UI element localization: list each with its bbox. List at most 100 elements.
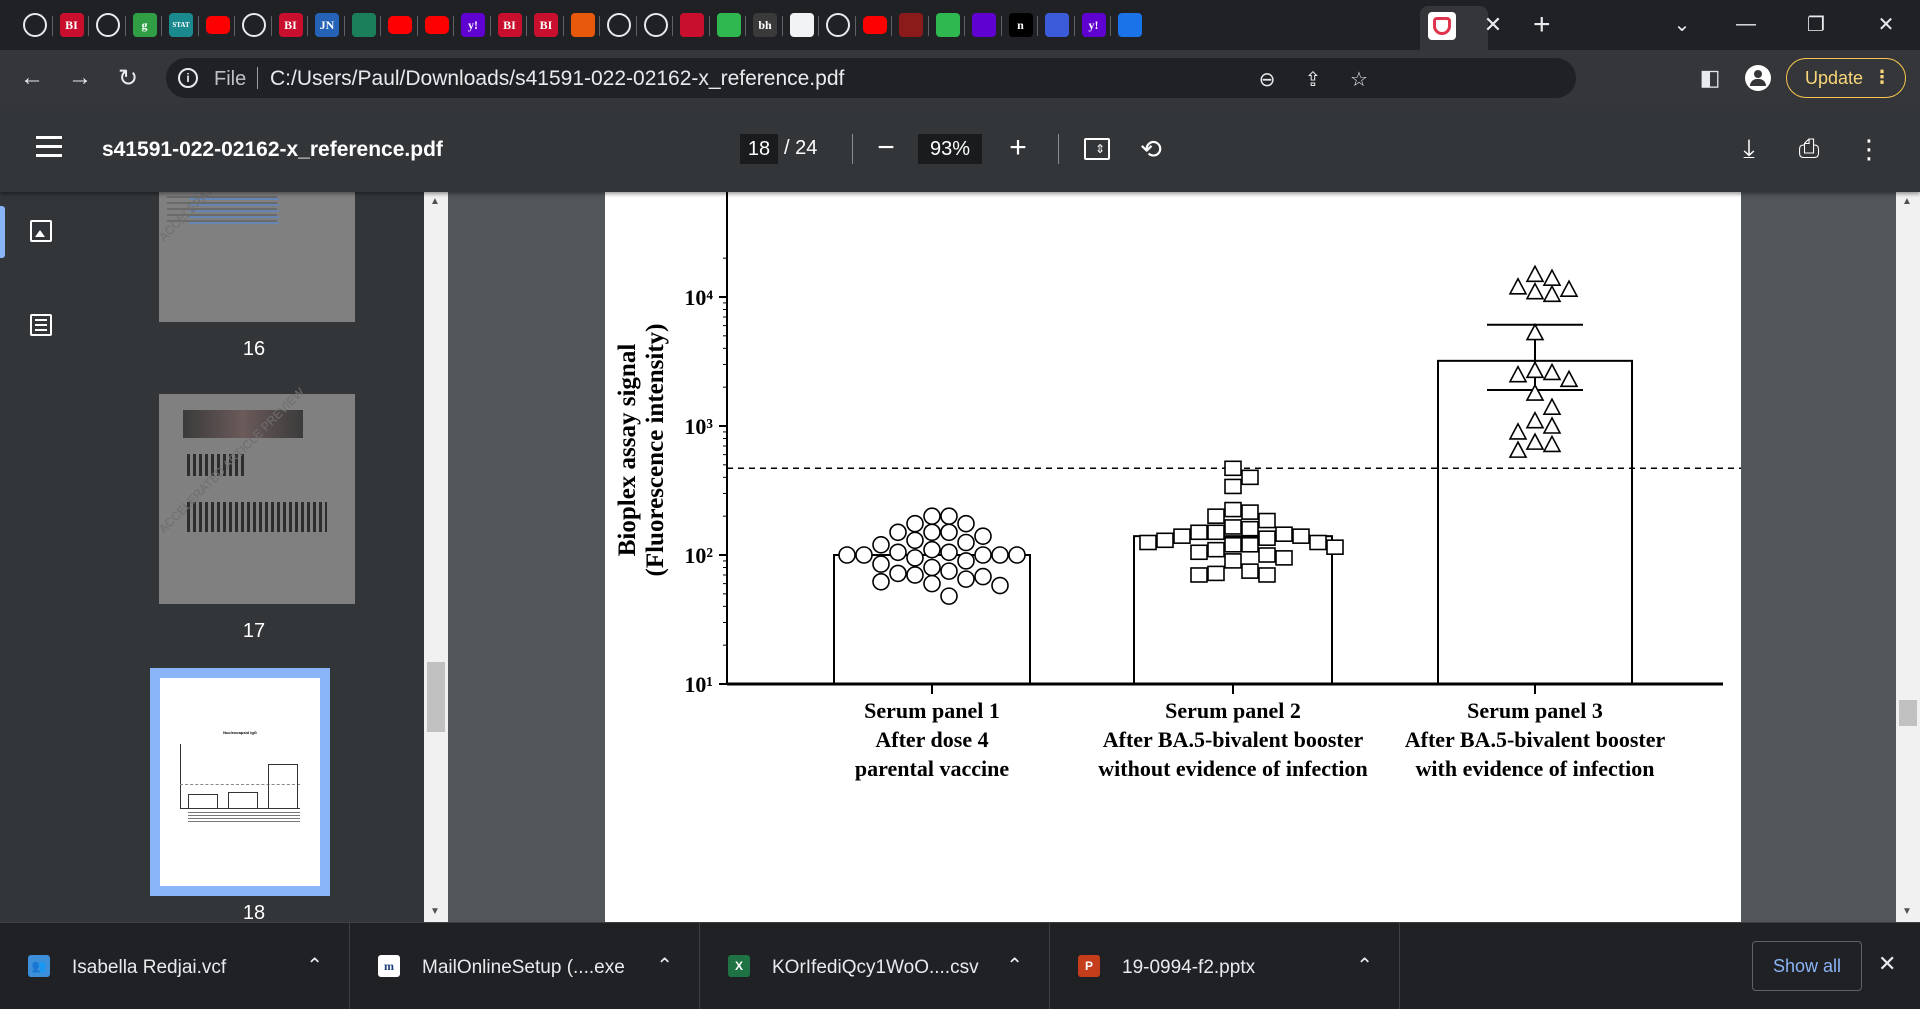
data-point [1542,397,1562,415]
thumbnail-page-18-content: Nucleocapsid IgG [160,678,320,886]
browser-tab[interactable] [637,8,675,42]
forward-icon[interactable]: → [68,64,92,91]
y-tick-label: 10² [684,543,713,568]
thumbnails-icon[interactable] [26,216,56,246]
zoom-in-button[interactable]: + [1009,131,1027,164]
browser-tab[interactable] [929,8,967,42]
share-icon[interactable]: ⇪ [1304,68,1322,91]
zoom-out-icon[interactable]: ⊖ [1258,68,1276,91]
browser-tab[interactable] [892,8,930,42]
tab-search-icon[interactable]: ⌄ [1673,13,1691,36]
chevron-up-icon[interactable]: ⌃ [1006,955,1023,977]
page-number-input[interactable]: 18 [740,134,778,164]
browser-tab[interactable]: BI [491,8,529,42]
browser-tab[interactable] [345,8,383,42]
back-icon[interactable]: ← [20,64,44,91]
browser-tab[interactable] [710,8,748,42]
browser-tab[interactable] [199,8,237,42]
reload-icon[interactable]: ↻ [117,64,139,92]
browser-tab[interactable] [965,8,1003,42]
address-bar[interactable]: i File C:/Users/Paul/Downloads/s41591-02… [166,58,1576,98]
chevron-up-icon[interactable]: ⌃ [306,955,323,977]
outline-icon[interactable] [26,310,56,340]
more-options-icon[interactable]: ⋮ [1856,133,1882,164]
browser-tab[interactable] [89,8,127,42]
menu-dots-icon: ⋮ [1873,67,1891,87]
data-point [923,574,941,593]
bookmark-star-icon[interactable]: ☆ [1350,68,1368,91]
thumbnail-axis [180,808,300,809]
browser-tab[interactable]: y! [454,8,492,42]
url-text[interactable]: C:/Users/Paul/Downloads/s41591-022-02162… [270,67,845,90]
browser-tab[interactable] [856,8,894,42]
browser-tab[interactable]: g [126,8,164,42]
download-item[interactable]: m MailOnlineSetup (....exe ⌃ [350,923,700,1009]
restore-icon[interactable]: ❐ [1807,13,1825,36]
close-tab-icon[interactable]: ✕ [1483,12,1503,37]
new-tab-icon[interactable]: + [1533,8,1551,41]
chevron-up-icon[interactable]: ⌃ [1356,955,1373,977]
thumbnail-page-18[interactable]: Nucleocapsid IgG [150,668,330,896]
browser-tab[interactable]: BI [53,8,91,42]
update-button[interactable]: Update ⋮ [1786,58,1906,98]
document-viewer[interactable]: 10¹ 10² 10³ 10⁴ Bioplex assay signal (Fluores… [448,192,1896,922]
download-name: Isabella Redjai.vcf [72,957,227,978]
data-point [991,546,1009,564]
zoom-out-button[interactable]: − [877,131,895,164]
thumbnail-page-17[interactable]: ACCELERATED ARTICLE PREVIEW [156,385,355,604]
scroll-down-icon[interactable]: ▼ [1902,906,1912,917]
thumbnail-scrollbar[interactable]: ▲ ▼ [424,192,448,922]
scroll-down-icon[interactable]: ▼ [430,906,440,917]
download-item[interactable]: P 19-0994-f2.pptx ⌃ [1050,923,1400,1009]
tab-separator [380,16,381,36]
active-tab[interactable] [1420,6,1488,50]
download-item[interactable]: X KOrIfediQcy1WoO....csv ⌃ [700,923,1050,1009]
minimize-icon[interactable]: — [1736,12,1756,35]
scroll-up-icon[interactable]: ▲ [430,196,440,207]
browser-tab[interactable] [418,8,456,42]
rotate-icon[interactable]: ⟲ [1140,133,1162,164]
browser-tab[interactable] [673,8,711,42]
browser-tab[interactable] [564,8,602,42]
print-icon[interactable]: ⎙ [1798,133,1820,163]
browser-tab[interactable]: BI [527,8,565,42]
menu-icon[interactable] [36,136,62,158]
browser-tab[interactable]: JN [308,8,346,42]
scrollbar-thumb[interactable] [427,662,445,732]
data-point [872,572,890,591]
data-point [974,546,992,564]
show-all-button[interactable]: Show all [1752,941,1862,991]
download-item[interactable]: 👥 Isabella Redjai.vcf ⌃ [0,923,350,1009]
browser-tab[interactable] [1038,8,1076,42]
info-icon[interactable]: i [178,68,198,88]
browser-tab[interactable] [783,8,821,42]
browser-tab[interactable] [600,8,638,42]
browser-tab[interactable]: STAT [162,8,200,42]
browser-tab[interactable]: n [1002,8,1040,42]
browser-tab[interactable] [16,8,54,42]
thumbnail-page-16[interactable]: ACCELERATED ARTICLE PREVIEW [156,192,355,322]
document-scrollbar[interactable]: ▲ ▼ [1896,192,1920,922]
browser-tab[interactable] [381,8,419,42]
close-window-icon[interactable]: ✕ [1877,13,1895,36]
chevron-up-icon[interactable]: ⌃ [656,955,673,977]
browser-tab[interactable] [235,8,273,42]
scrollbar-thumb[interactable] [1899,700,1917,726]
tab-separator [51,16,53,36]
profile-icon[interactable] [1742,62,1774,94]
close-downloads-icon[interactable]: ✕ [1878,951,1897,976]
browser-tab[interactable] [1111,8,1149,42]
data-point [1224,519,1242,535]
browser-tab[interactable]: y! [1075,8,1113,42]
tab-separator [745,16,746,36]
browser-tab[interactable]: bh [746,8,784,42]
fit-page-icon[interactable]: ⇕ [1080,132,1114,166]
data-point [1309,534,1327,551]
side-panel-icon[interactable]: ◧ [1699,65,1721,90]
browser-tab[interactable]: BI [272,8,310,42]
browser-tab[interactable] [819,8,857,42]
zoom-input[interactable]: 93% [918,134,982,164]
download-icon[interactable]: ⤓ [1743,133,1755,163]
scroll-up-icon[interactable]: ▲ [1902,196,1912,207]
data-point [957,552,975,570]
